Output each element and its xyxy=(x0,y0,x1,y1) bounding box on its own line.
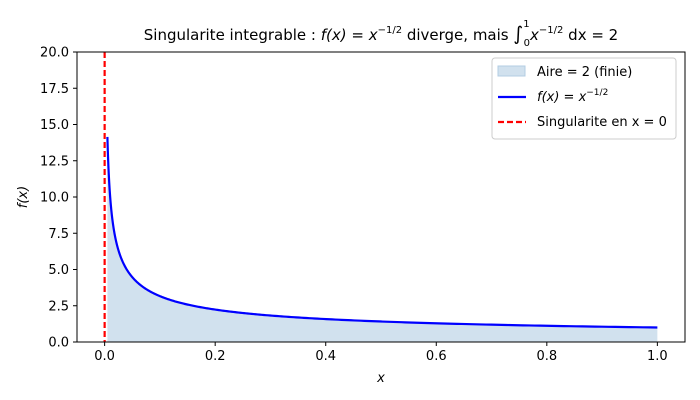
title-integral-sign: ∫ xyxy=(513,23,523,45)
title-exp: −1/2 xyxy=(378,25,402,36)
title-integrand: x xyxy=(529,26,539,44)
legend: Aire = 2 (finie) f(x) = x−1/2 Singularit… xyxy=(491,57,677,140)
legend-label-line: f(x) = x−1/2 xyxy=(537,88,608,105)
title-int-lower: 0 xyxy=(524,38,530,49)
y-tick-label: 0.0 xyxy=(48,336,69,351)
curve-line xyxy=(106,136,658,329)
legend-line-exp: −1/2 xyxy=(586,88,608,98)
y-tick-label: 12.5 xyxy=(40,154,69,169)
y-tick-label: 20.0 xyxy=(40,46,69,61)
y-axis-label: f(x) xyxy=(16,186,31,208)
title-int-upper: 1 xyxy=(523,19,529,30)
y-tick-label: 17.5 xyxy=(40,82,69,97)
legend-swatch-area xyxy=(497,65,526,77)
chart-title: Singularite integrable : f(x) = x−1/2 di… xyxy=(144,19,618,49)
x-tick-label: 0.6 xyxy=(426,349,447,364)
title-middle: diverge, mais xyxy=(402,26,513,44)
area-fill xyxy=(107,136,658,342)
y-tick-label: 10.0 xyxy=(40,191,69,206)
title-func: f(x) = x xyxy=(321,26,378,44)
y-tick-label: 2.5 xyxy=(48,299,69,314)
legend-box xyxy=(491,57,677,140)
y-tick-label: 7.5 xyxy=(48,227,69,242)
x-tick-label: 0.2 xyxy=(205,349,226,364)
title-prefix: Singularite integrable : xyxy=(144,26,321,44)
title-suffix: dx = 2 xyxy=(563,26,618,44)
x-tick-label: 0.4 xyxy=(315,349,336,364)
x-tick-label: 0.0 xyxy=(94,349,115,364)
legend-label-area: Aire = 2 (finie) xyxy=(537,65,632,80)
legend-line-name: f(x) = x xyxy=(537,90,587,105)
x-tick-label: 0.8 xyxy=(536,349,557,364)
plot-area xyxy=(103,52,658,342)
x-axis-label: x xyxy=(376,371,385,386)
title-integrand-exp: −1/2 xyxy=(539,25,563,36)
x-tick-label: 1.0 xyxy=(647,349,668,364)
axes: 0.0 0.2 0.4 0.6 0.8 1.0 0.0 2.5 5.0 7.5 10.0 12.5 15… xyxy=(40,46,686,364)
y-tick-label: 15.0 xyxy=(40,118,69,133)
legend-label-vline: Singularite en x = 0 xyxy=(537,115,667,130)
y-tick-label: 5.0 xyxy=(48,263,69,278)
